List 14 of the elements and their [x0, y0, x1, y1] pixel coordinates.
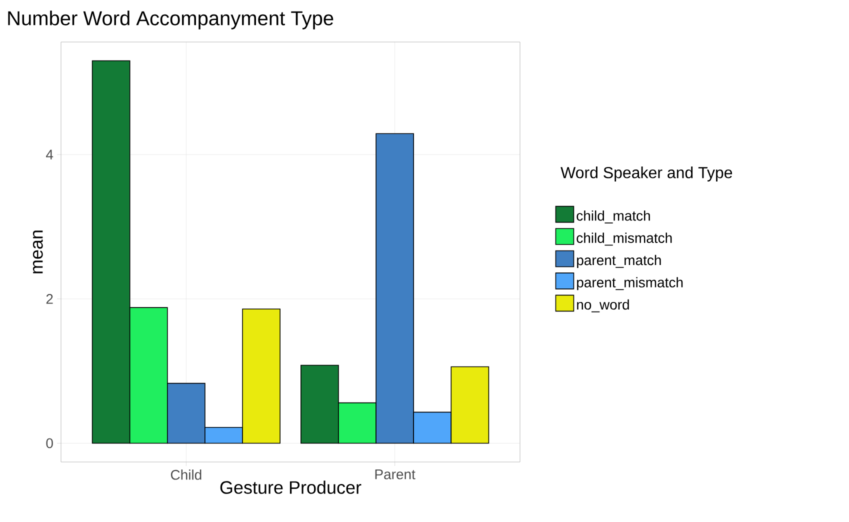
legend-label: child_mismatch	[576, 232, 672, 246]
legend-label: parent_mismatch	[577, 277, 683, 290]
x-tick-label: Child	[170, 470, 202, 480]
legend-label: no_word	[577, 299, 629, 312]
legend-title: Word Speaker and Type	[560, 166, 732, 182]
chart-title: Number Word Accompanyment Type	[8, 10, 334, 30]
legend-label: child_match	[576, 210, 650, 224]
y-tick-label: 4	[46, 150, 54, 160]
x-tick-label: Parent	[375, 470, 416, 480]
legend-label: parent_match	[577, 254, 661, 268]
x-axis-title: Gesture Producer	[220, 480, 362, 494]
y-axis-title: mean	[32, 230, 43, 274]
y-tick-label: 0	[46, 438, 53, 448]
y-tick-label: 2	[46, 294, 53, 304]
